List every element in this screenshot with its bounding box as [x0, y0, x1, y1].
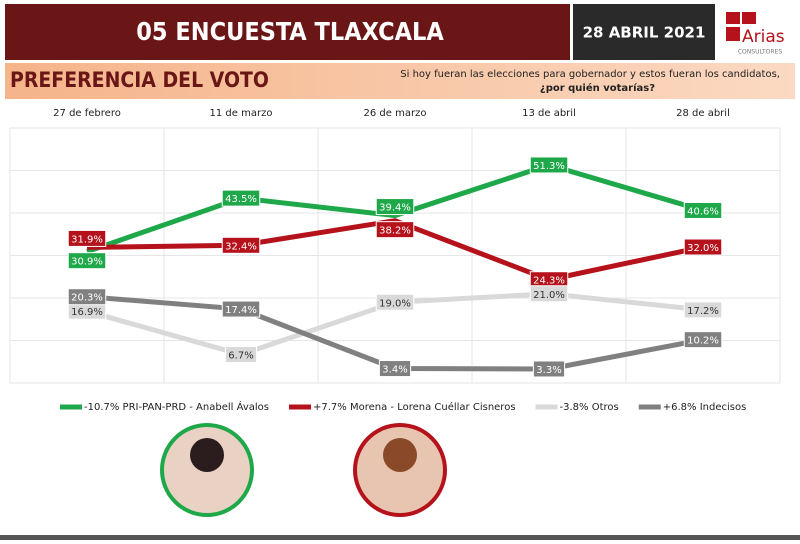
section-title: PREFERENCIA DEL VOTO — [10, 68, 269, 92]
logo: Arias CONSULTORES — [726, 12, 785, 56]
value-label: 20.3% — [71, 293, 103, 304]
logo-icon — [726, 27, 740, 41]
value-label: 16.9% — [71, 307, 103, 318]
logo-text: Arias — [742, 27, 785, 47]
value-label: 51.3% — [533, 161, 565, 172]
value-label-box — [683, 301, 723, 319]
value-label: 39.4% — [379, 203, 411, 214]
value-label: 31.9% — [71, 234, 103, 245]
value-label: 10.2% — [687, 336, 719, 347]
x-tick-label: 13 de abril — [522, 108, 576, 119]
value-label-box — [67, 252, 107, 270]
chart: 27 de febrero 11 de marzo 26 de marzo 13 de… — [9, 108, 781, 413]
logo-icon — [742, 12, 756, 24]
photo-hair — [190, 438, 224, 472]
question: ¿por quién votarías? — [540, 82, 655, 94]
value-label-box — [67, 229, 107, 247]
series-line — [86, 218, 704, 283]
logo-icon — [726, 12, 740, 24]
legend-label: -3.8% Otros — [560, 402, 619, 413]
question: Si hoy fueran las elecciones para gobern… — [400, 69, 780, 80]
value-label-box — [375, 198, 415, 216]
value-label-box — [67, 288, 107, 306]
date: 28 ABRIL 2021 — [583, 24, 706, 42]
value-label: 40.6% — [687, 206, 719, 217]
value-label: 6.7% — [228, 351, 253, 362]
value-label-box — [529, 156, 569, 174]
value-label-box — [683, 201, 723, 219]
subheader — [5, 63, 795, 99]
legend-label: -10.7% PRI-PAN-PRD - Anabell Ávalos — [84, 400, 269, 413]
value-label-box — [529, 285, 569, 303]
value-label-box — [375, 293, 415, 311]
value-label: 17.4% — [225, 305, 257, 316]
value-label-box — [221, 300, 261, 318]
value-label-box — [532, 360, 566, 378]
value-label: 32.0% — [687, 243, 719, 254]
value-label: 24.3% — [533, 276, 565, 287]
value-label: 43.5% — [225, 194, 257, 205]
x-tick-label: 11 de marzo — [210, 108, 273, 119]
series-line — [86, 162, 704, 255]
logo-sub: CONSULTORES — [738, 49, 782, 56]
value-label-box — [683, 238, 723, 256]
date-box — [573, 4, 715, 60]
bottom-bar — [0, 535, 800, 540]
legend-label: +7.7% Morena - Lorena Cuéllar Cisneros — [313, 401, 516, 413]
value-label-box — [221, 189, 261, 207]
value-label: 19.0% — [379, 298, 411, 309]
value-label: 30.9% — [71, 257, 103, 268]
title: 05 ENCUESTA TLAXCALA — [136, 17, 444, 46]
value-label-box — [375, 221, 415, 239]
value-label: 32.4% — [225, 241, 257, 252]
value-label-box — [224, 346, 258, 364]
photo-hair — [383, 438, 417, 472]
x-tick-label: 27 de febrero — [53, 108, 121, 119]
value-label-box — [378, 360, 412, 378]
value-label: 21.0% — [533, 290, 565, 301]
title-bar — [5, 4, 570, 60]
candidate-photos — [160, 423, 447, 517]
value-label: 38.2% — [379, 226, 411, 237]
legend-label: +6.8% Indecisos — [663, 402, 747, 413]
x-tick-label: 28 de abril — [676, 108, 730, 119]
value-label: 17.2% — [687, 306, 719, 317]
x-tick-label: 26 de marzo — [364, 108, 427, 119]
value-label-box — [683, 331, 723, 349]
value-label: 3.4% — [382, 365, 407, 376]
value-label: 3.3% — [536, 365, 561, 376]
value-label-box — [221, 236, 261, 254]
